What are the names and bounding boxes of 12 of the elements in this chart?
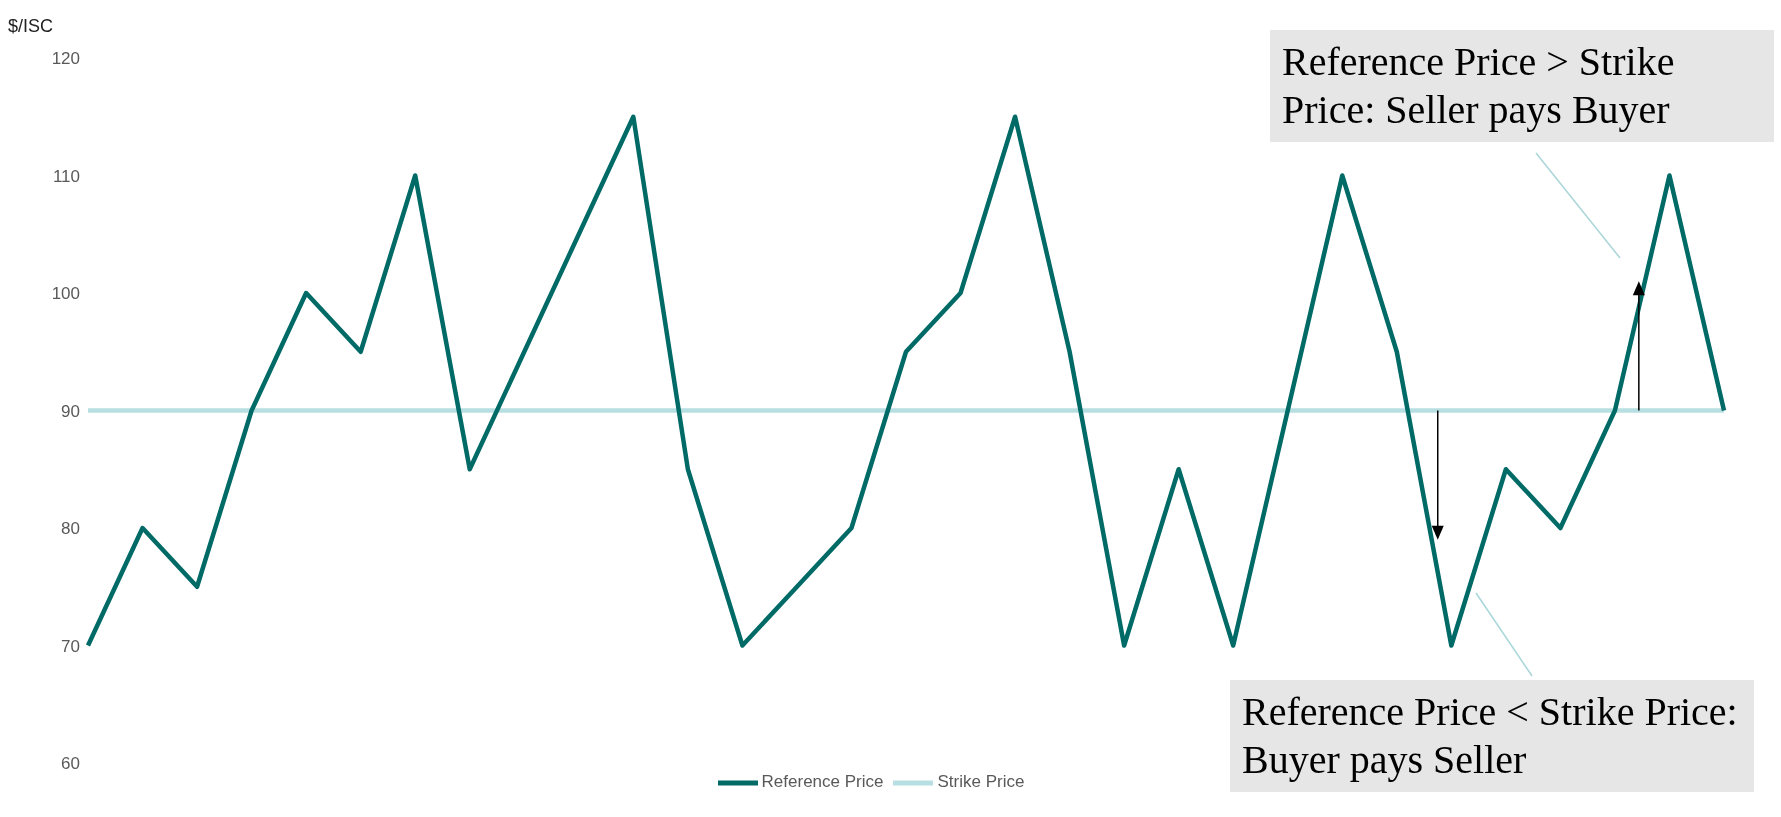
y-tick-label: 90 [61, 401, 80, 421]
y-tick-label: 120 [51, 49, 80, 69]
y-tick-label: 100 [51, 284, 80, 304]
y-tick-label: 60 [61, 754, 80, 774]
y-tick-label: 110 [52, 166, 80, 186]
y-axis-title: $/ISC [8, 16, 54, 37]
y-tick-label: 70 [61, 636, 80, 656]
legend-label: Strike Price [937, 772, 1025, 792]
y-tick-label: 80 [61, 519, 80, 539]
annotation: Reference Price < Strike Price: Buyer pays Seller [1230, 680, 1754, 792]
annotation: Reference Price > Strike Price: Seller pays Buyer [1270, 30, 1774, 142]
legend-label: Reference Price [761, 772, 884, 792]
